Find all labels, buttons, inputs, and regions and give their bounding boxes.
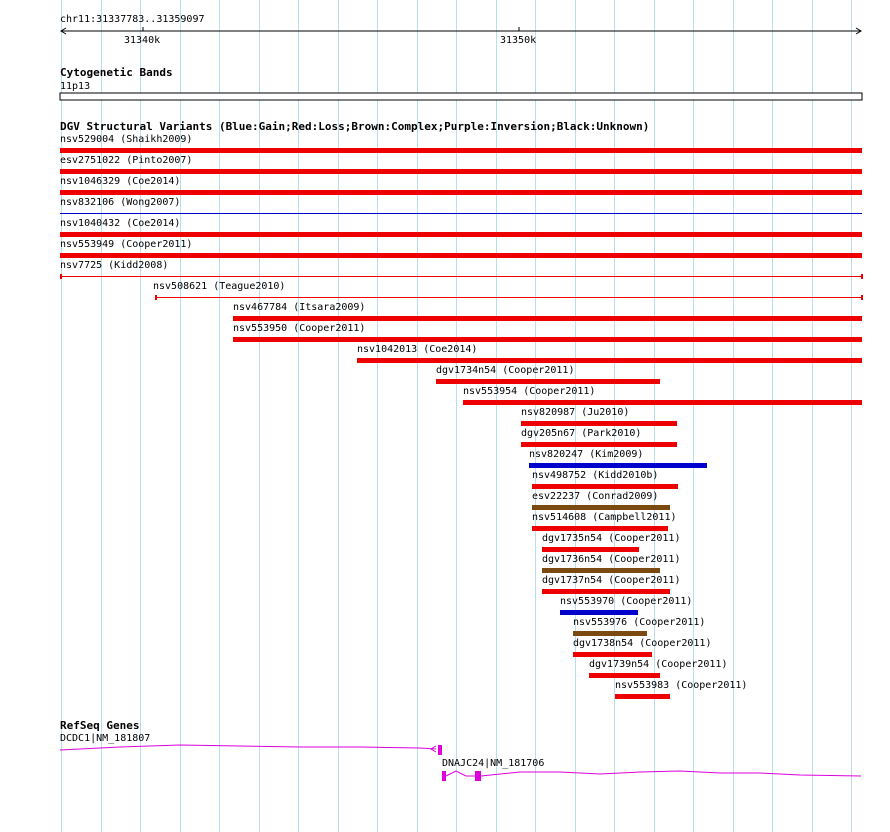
gene-dnajc24-exon[interactable]: [442, 771, 446, 781]
variant-endcap: [861, 274, 863, 279]
variant-label[interactable]: dgv1739n54 (Cooper2011): [589, 659, 728, 670]
variant-label[interactable]: dgv205n67 (Park2010): [521, 428, 642, 439]
variant-bar[interactable]: [233, 337, 862, 342]
variant-bar[interactable]: [542, 547, 639, 552]
variant-bar[interactable]: [573, 631, 647, 636]
ruler-tick-label: 31350k: [500, 35, 537, 46]
variant-label[interactable]: nsv553950 (Cooper2011): [233, 323, 366, 334]
variant-label[interactable]: nsv553983 (Cooper2011): [615, 680, 748, 691]
refseq-track-title[interactable]: RefSeq Genes: [60, 719, 140, 732]
ruler-tick-label: 31340k: [124, 35, 161, 46]
variant-label[interactable]: nsv1042013 (Coe2014): [357, 344, 478, 355]
variant-label[interactable]: nsv7725 (Kidd2008): [60, 260, 169, 271]
variant-label[interactable]: nsv1046329 (Coe2014): [60, 176, 181, 187]
variant-label[interactable]: nsv553976 (Cooper2011): [573, 617, 706, 628]
position-label: chr11:31337783..31359097: [60, 14, 205, 25]
gene-dnajc24-intron[interactable]: [445, 770, 475, 777]
variant-label[interactable]: nsv820247 (Kim2009): [529, 449, 644, 460]
gene-dnajc24-intron[interactable]: [480, 770, 862, 777]
cytoband-11p13[interactable]: [59, 92, 863, 101]
variant-endcap: [60, 274, 62, 279]
variant-label[interactable]: dgv1737n54 (Cooper2011): [542, 575, 681, 586]
variant-bar[interactable]: [542, 568, 660, 573]
variant-bar[interactable]: [532, 484, 678, 489]
gene-dnajc24-exon[interactable]: [475, 771, 481, 781]
gene-label-dnajc24[interactable]: DNAJC24|NM_181706: [442, 758, 545, 769]
variant-bar[interactable]: [560, 610, 638, 615]
variant-bar[interactable]: [60, 232, 862, 237]
variant-label[interactable]: nsv820987 (Ju2010): [521, 407, 630, 418]
variant-bar[interactable]: [60, 190, 862, 195]
variant-endcap: [155, 295, 157, 300]
variant-bar[interactable]: [532, 526, 668, 531]
strand-arrow-icon: [430, 745, 437, 753]
variant-label[interactable]: esv2751022 (Pinto2007): [60, 155, 193, 166]
variant-label[interactable]: nsv529004 (Shaikh2009): [60, 134, 193, 145]
ruler-left-arrow-icon[interactable]: [60, 27, 67, 35]
variant-bar[interactable]: [60, 253, 862, 258]
variant-label[interactable]: nsv1040432 (Coe2014): [60, 218, 181, 229]
variant-bar[interactable]: [436, 379, 660, 384]
variant-label[interactable]: nsv508621 (Teague2010): [153, 281, 286, 292]
variant-bar[interactable]: [60, 169, 862, 174]
variant-label[interactable]: nsv498752 (Kidd2010b): [532, 470, 659, 481]
variant-bar[interactable]: [357, 358, 862, 363]
cytoband-track-title[interactable]: Cytogenetic Bands: [60, 66, 173, 79]
cytoband-label: 11p13: [60, 81, 91, 92]
variant-bar[interactable]: [573, 652, 652, 657]
variant-label[interactable]: nsv553954 (Cooper2011): [463, 386, 596, 397]
variant-label[interactable]: nsv467784 (Itsara2009): [233, 302, 366, 313]
variant-label[interactable]: dgv1736n54 (Cooper2011): [542, 554, 681, 565]
variant-bar[interactable]: [589, 673, 660, 678]
variant-label[interactable]: esv22237 (Conrad2009): [532, 491, 659, 502]
variant-endcap: [861, 295, 863, 300]
ruler-right-arrow-icon[interactable]: [855, 27, 862, 35]
variant-bar[interactable]: [233, 316, 862, 321]
gene-label-dcdc1[interactable]: DCDC1|NM_181807: [60, 733, 151, 744]
gene-dcdc1-intron[interactable]: [59, 744, 437, 751]
variant-bar[interactable]: [521, 442, 677, 447]
gene-dcdc1-exon[interactable]: [438, 745, 442, 755]
variant-bar[interactable]: [532, 505, 670, 510]
variant-label[interactable]: dgv1734n54 (Cooper2011): [436, 365, 575, 376]
dgv-track-title[interactable]: DGV Structural Variants (Blue:Gain;Red:L…: [60, 120, 650, 133]
variant-bar[interactable]: [615, 694, 670, 699]
variant-label[interactable]: nsv553949 (Cooper2011): [60, 239, 193, 250]
variant-label[interactable]: dgv1738n54 (Cooper2011): [573, 638, 712, 649]
variant-bar[interactable]: [60, 148, 862, 153]
variant-label[interactable]: nsv514608 (Campbell2011): [532, 512, 677, 523]
variant-label[interactable]: nsv832106 (Wong2007): [60, 197, 181, 208]
variant-bar[interactable]: [529, 463, 707, 468]
variant-bar[interactable]: [521, 421, 677, 426]
variant-label[interactable]: dgv1735n54 (Cooper2011): [542, 533, 681, 544]
variant-bar[interactable]: [542, 589, 670, 594]
variant-bar[interactable]: [463, 400, 862, 405]
variant-label[interactable]: nsv553970 (Cooper2011): [560, 596, 693, 607]
